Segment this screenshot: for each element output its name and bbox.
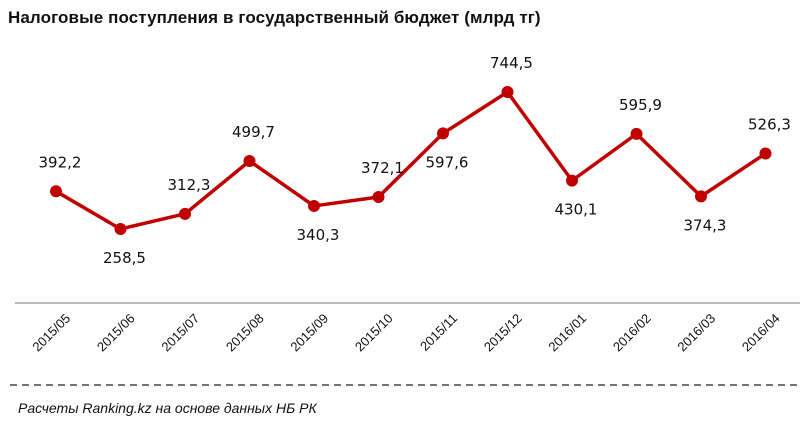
- data-point-marker: [372, 190, 385, 203]
- data-label: 499,7: [232, 123, 275, 141]
- series-line: [50, 86, 772, 235]
- data-label: 372,1: [361, 159, 404, 177]
- x-tick-label: 2015/06: [94, 311, 138, 355]
- data-point-marker: [759, 147, 772, 160]
- x-tick-label: 2016/04: [739, 311, 783, 355]
- data-point-marker: [437, 127, 449, 140]
- data-point-marker: [114, 223, 127, 235]
- x-tick-label: 2015/08: [223, 311, 267, 355]
- x-tick-label: 2016/02: [610, 311, 654, 355]
- data-label: 258,5: [103, 249, 146, 267]
- source-note: Расчеты Ranking.kz на основе данных НБ Р…: [18, 400, 317, 416]
- chart-title: Налоговые поступления в государственный …: [8, 8, 541, 27]
- data-point-marker: [630, 127, 643, 140]
- x-axis-tick-labels: 2015/05 2015/06 2015/07 2015/08 2015/09 2015/…: [29, 311, 782, 355]
- data-point-marker: [695, 190, 707, 203]
- data-point-marker: [50, 185, 62, 198]
- data-label: 595,9: [619, 96, 662, 114]
- data-point-marker: [243, 155, 256, 168]
- data-label: 312,3: [168, 176, 211, 194]
- data-label: 744,5: [490, 54, 533, 72]
- x-tick-label: 2015/09: [287, 311, 331, 355]
- data-point-marker: [566, 174, 578, 187]
- data-label: 374,3: [684, 216, 727, 234]
- data-labels: 392,2 258,5 312,3 499,7 340,3 372,1 597,6 744,5…: [39, 54, 791, 267]
- data-label: 392,2: [39, 153, 82, 171]
- data-label: 430,1: [555, 201, 598, 219]
- data-label: 526,3: [748, 116, 791, 134]
- data-point-marker: [501, 86, 514, 98]
- data-point-marker: [308, 199, 320, 212]
- x-tick-label: 2016/01: [545, 311, 589, 355]
- x-tick-label: 2015/12: [481, 311, 525, 355]
- x-tick-label: 2015/07: [158, 311, 202, 355]
- x-tick-label: 2015/10: [352, 311, 396, 355]
- x-tick-label: 2015/05: [29, 311, 73, 355]
- data-label: 340,3: [297, 226, 340, 244]
- x-tick-label: 2015/11: [417, 311, 460, 354]
- data-point-marker: [179, 207, 191, 220]
- data-label: 597,6: [426, 153, 469, 171]
- x-tick-label: 2016/03: [674, 311, 718, 355]
- series-polyline: [55, 90, 767, 231]
